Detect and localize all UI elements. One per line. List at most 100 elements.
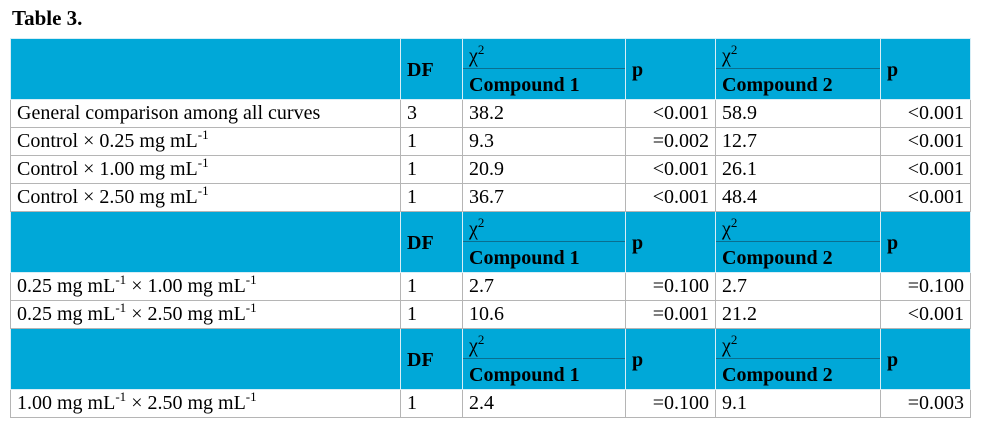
label-sup: -1 (197, 183, 209, 198)
chi-sup: 2 (730, 332, 738, 347)
header-p: p (880, 328, 971, 390)
header-compound: Compound 2 (722, 74, 833, 96)
row-label: 0.25 mg mL-1 × 1.00 mg mL-1 (10, 272, 401, 301)
label-text: × 2.50 mg mL (126, 392, 246, 414)
chi-sup: 2 (730, 215, 738, 230)
df-cell: 1 (400, 127, 463, 156)
table-title: Table 3. (12, 6, 83, 30)
header-chi-cell: χ2 Compound 1 (462, 211, 626, 273)
label-text: 0.25 mg mL (17, 275, 116, 297)
label-sup: -1 (245, 389, 257, 404)
header-chi: χ2 (463, 213, 625, 242)
header-compound: Compound 1 (469, 247, 580, 269)
header-p: p (625, 211, 716, 273)
p-cell: <0.001 (880, 99, 971, 128)
data-row: 0.25 mg mL-1 × 2.50 mg mL-1 1 10.6 =0.001 21… (10, 300, 971, 329)
label-text: Control × 0.25 mg mL (17, 130, 198, 152)
label-text: 0.25 mg mL (17, 303, 116, 325)
row-label: Control × 2.50 mg mL-1 (10, 183, 401, 212)
header-df: DF (400, 328, 463, 390)
header-chi: χ2 (463, 330, 625, 359)
header-p: p (880, 211, 971, 273)
data-row: Control × 2.50 mg mL-1 1 36.7 <0.001 48.4 <0.… (10, 183, 971, 212)
chi-symbol: χ (722, 45, 731, 67)
data-row: 1.00 mg mL-1 × 2.50 mg mL-1 1 2.4 =0.100 9.1… (10, 389, 971, 418)
label-sup: -1 (197, 155, 209, 170)
chi-sup: 2 (477, 215, 485, 230)
header-compound: Compound 2 (722, 364, 833, 386)
data-row: 0.25 mg mL-1 × 1.00 mg mL-1 1 2.7 =0.100 2.7… (10, 272, 971, 301)
chi-sup: 2 (477, 42, 485, 57)
header-chi-cell: χ2 Compound 2 (715, 211, 881, 273)
chi-sup: 2 (477, 332, 485, 347)
header-cell (10, 38, 401, 100)
data-row: General comparison among all curves 3 38.2… (10, 99, 971, 128)
label-text: Control × 2.50 mg mL (17, 186, 198, 208)
chi-cell: 20.9 (462, 155, 626, 184)
header-df: DF (400, 211, 463, 273)
label-text: × 2.50 mg mL (126, 303, 246, 325)
p-cell: <0.001 (625, 155, 716, 184)
row-label: 0.25 mg mL-1 × 2.50 mg mL-1 (10, 300, 401, 329)
label-sup: -1 (115, 272, 127, 287)
chi-cell: 48.4 (715, 183, 881, 212)
header-chi: χ2 (716, 330, 880, 359)
label-text: General comparison among all curves (17, 102, 321, 124)
chi-cell: 36.7 (462, 183, 626, 212)
chi-symbol: χ (469, 45, 478, 67)
label-sup: -1 (245, 300, 257, 315)
header-chi: χ2 (716, 213, 880, 242)
p-cell: =0.100 (880, 272, 971, 301)
chi-cell: 10.6 (462, 300, 626, 329)
header-chi-cell: χ2 Compound 2 (715, 328, 881, 390)
header-cell (10, 211, 401, 273)
chi-cell: 38.2 (462, 99, 626, 128)
p-cell: <0.001 (625, 183, 716, 212)
header-p: p (880, 38, 971, 100)
label-sup: -1 (245, 272, 257, 287)
data-row: Control × 1.00 mg mL-1 1 20.9 <0.001 26.1 <0.… (10, 155, 971, 184)
label-text: Control × 1.00 mg mL (17, 158, 198, 180)
label-text: × 1.00 mg mL (126, 275, 246, 297)
header-chi: χ2 (463, 40, 625, 69)
p-cell: <0.001 (880, 300, 971, 329)
df-cell: 1 (400, 389, 463, 418)
header-cell (10, 328, 401, 390)
header-p: p (625, 328, 716, 390)
chi-cell: 2.7 (462, 272, 626, 301)
chi-cell: 58.9 (715, 99, 881, 128)
header-chi-cell: χ2 Compound 2 (715, 38, 881, 100)
table-body: DF χ2 Compound 1 p χ2 Compound 2 p General comp… (10, 38, 971, 418)
label-sup: -1 (115, 389, 127, 404)
header-compound: Compound 2 (722, 247, 833, 269)
chi-symbol: χ (722, 218, 731, 240)
chi-symbol: χ (722, 335, 731, 357)
p-cell: <0.001 (880, 183, 971, 212)
p-cell: =0.002 (625, 127, 716, 156)
label-sup: -1 (197, 127, 209, 142)
p-cell: =0.001 (625, 300, 716, 329)
df-cell: 1 (400, 183, 463, 212)
header-chi: χ2 (716, 40, 880, 69)
header-df: DF (400, 38, 463, 100)
label-sup: -1 (115, 300, 127, 315)
df-cell: 1 (400, 300, 463, 329)
chi-cell: 2.7 (715, 272, 881, 301)
p-cell: =0.100 (625, 389, 716, 418)
chi-sup: 2 (730, 42, 738, 57)
chi-cell: 26.1 (715, 155, 881, 184)
df-cell: 1 (400, 272, 463, 301)
data-row: Control × 0.25 mg mL-1 1 9.3 =0.002 12.7 <0.0… (10, 127, 971, 156)
chi-cell: 9.3 (462, 127, 626, 156)
header-compound: Compound 1 (469, 74, 580, 96)
row-label: General comparison among all curves (10, 99, 401, 128)
chi-cell: 2.4 (462, 389, 626, 418)
df-cell: 3 (400, 99, 463, 128)
header-chi-cell: χ2 Compound 1 (462, 328, 626, 390)
table: DF χ2 Compound 1 p χ2 Compound 2 p General comp… (10, 38, 971, 418)
chi-cell: 21.2 (715, 300, 881, 329)
df-cell: 1 (400, 155, 463, 184)
